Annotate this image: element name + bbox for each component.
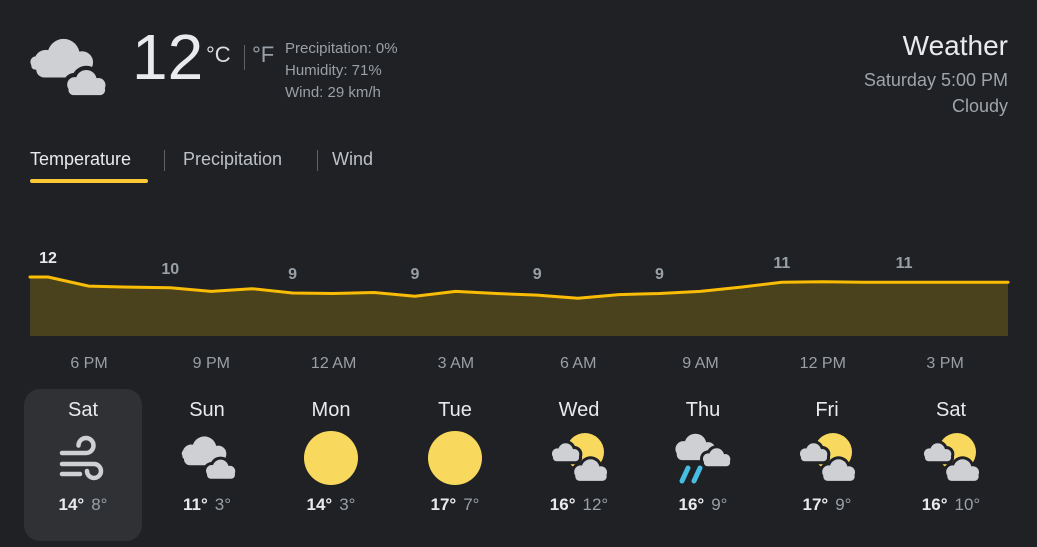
- day-label: Fri: [815, 399, 839, 421]
- day-low-temp: 8°: [91, 495, 108, 514]
- day-high-temp: 11°: [182, 495, 208, 514]
- day-label: Mon: [311, 399, 351, 421]
- condition-text: Cloudy: [951, 96, 1008, 116]
- day-icon-wrap: [547, 426, 611, 490]
- day-low-temp: 9°: [711, 495, 728, 514]
- chart-temp-label: 10: [161, 260, 180, 278]
- precipitation-detail: Precipitation: 0%: [285, 40, 398, 57]
- day-high-temp: 16°: [678, 495, 705, 514]
- day-card-sun-1[interactable]: Sun 11° 3°: [148, 389, 266, 541]
- chart-time-label: 6 AM: [559, 355, 597, 372]
- sunny-icon: [428, 431, 482, 485]
- tab-precipitation[interactable]: Precipitation: [183, 149, 283, 169]
- tab-wind[interactable]: Wind: [332, 149, 374, 169]
- day-label: Sat: [935, 399, 967, 421]
- day-label: Wed: [558, 399, 600, 421]
- current-condition-cloudy-icon: [25, 36, 115, 106]
- tab-divider: [164, 150, 165, 171]
- chart-time-label: 6 PM: [70, 355, 108, 372]
- chart-temp-label: 11: [895, 255, 913, 273]
- rain-icon: [675, 433, 734, 484]
- celsius-toggle[interactable]: °C: [206, 42, 231, 67]
- day-low-temp: 9°: [835, 495, 852, 514]
- day-card-wed-4[interactable]: Wed 16° 12°: [520, 389, 638, 541]
- partly-icon: [796, 433, 859, 484]
- day-high-temp: 17°: [430, 495, 457, 514]
- day-temps: 14° 8°: [59, 495, 108, 515]
- day-card-sat-0[interactable]: Sat 14° 8°: [24, 389, 142, 541]
- day-card-tue-3[interactable]: Tue 17° 7°: [396, 389, 514, 541]
- day-high-temp: 16°: [921, 495, 948, 514]
- daily-forecast-row: Sat 14° 8° Sun 11° 3° Mon 14° 3° Tue 17° 7° Wed 16° 1…: [24, 389, 1010, 541]
- tab-temperature[interactable]: Temperature: [30, 149, 132, 169]
- day-temps: 17° 9°: [803, 495, 852, 515]
- day-icon-wrap: [175, 426, 239, 490]
- chart-line: [28, 275, 1010, 300]
- day-card-fri-6[interactable]: Fri 17° 9°: [768, 389, 886, 541]
- chart-time-label: 3 PM: [926, 355, 964, 372]
- day-temps: 16° 9°: [679, 495, 728, 515]
- partly-icon: [920, 433, 983, 484]
- day-high-temp: 16°: [549, 495, 576, 514]
- tab-divider: [317, 150, 318, 171]
- humidity-detail: Humidity: 71%: [285, 62, 382, 79]
- chart-temp-label: 9: [410, 265, 420, 283]
- chart-time-label: 9 AM: [682, 355, 719, 372]
- day-high-temp: 14°: [58, 495, 85, 514]
- day-low-temp: 7°: [463, 495, 480, 514]
- current-details: Precipitation: 0% Humidity: 71% Wind: 29…: [285, 38, 398, 104]
- day-label: Thu: [685, 399, 721, 421]
- page-title: Weather: [902, 30, 1008, 61]
- temperature-chart[interactable]: [0, 240, 1037, 340]
- chart-temp-label: 9: [288, 265, 298, 283]
- day-icon-wrap: [795, 426, 859, 490]
- cloudy-icon: [30, 38, 110, 100]
- day-temps: 16° 12°: [550, 495, 608, 515]
- day-temps: 14° 3°: [307, 495, 356, 515]
- chart-time-label: 12 PM: [799, 355, 846, 372]
- day-low-temp: 3°: [214, 495, 232, 514]
- day-low-temp: 3°: [339, 495, 356, 514]
- windy-icon: [59, 435, 104, 481]
- day-card-thu-5[interactable]: Thu 16° 9°: [644, 389, 762, 541]
- day-icon-wrap: [299, 426, 363, 490]
- day-temps: 17° 7°: [431, 495, 480, 515]
- day-icon-wrap: [671, 426, 735, 490]
- chart-time-label: 12 AM: [310, 355, 357, 372]
- day-card-sat-7[interactable]: Sat 16° 10°: [892, 389, 1010, 541]
- wind-detail: Wind: 29 km/h: [285, 84, 381, 101]
- current-temperature: 12: [132, 21, 204, 93]
- active-tab-underline: [30, 179, 148, 183]
- day-low-temp: 10°: [954, 495, 981, 514]
- chart-temp-label: 12: [39, 250, 57, 267]
- chart-temp-label: 11: [773, 255, 791, 273]
- day-card-mon-2[interactable]: Mon 14° 3°: [272, 389, 390, 541]
- chart-time-label: 3 AM: [437, 355, 475, 372]
- day-icon-wrap: [919, 426, 983, 490]
- unit-divider: [244, 45, 245, 70]
- day-high-temp: 17°: [802, 495, 829, 514]
- day-icon-wrap: [423, 426, 487, 490]
- chart-temp-label: 9: [655, 265, 664, 283]
- chart-temp-label: 9: [532, 265, 542, 283]
- sunny-icon: [304, 431, 358, 485]
- partly-icon: [548, 433, 611, 484]
- forecast-datetime: Saturday 5:00 PM: [863, 70, 1008, 90]
- fahrenheit-toggle[interactable]: °F: [252, 42, 275, 67]
- chart-area-fill: [30, 277, 1008, 336]
- day-temps: 16° 10°: [922, 495, 980, 515]
- day-temps: 11° 3°: [183, 495, 231, 515]
- day-label: Sat: [67, 399, 99, 421]
- cloudy-icon: [181, 436, 239, 482]
- chart-time-label: 9 PM: [192, 355, 230, 372]
- day-low-temp: 12°: [582, 495, 609, 514]
- day-icon-wrap: [51, 426, 115, 490]
- day-label: Tue: [438, 399, 472, 421]
- day-high-temp: 14°: [306, 495, 333, 514]
- day-label: Sun: [189, 399, 225, 421]
